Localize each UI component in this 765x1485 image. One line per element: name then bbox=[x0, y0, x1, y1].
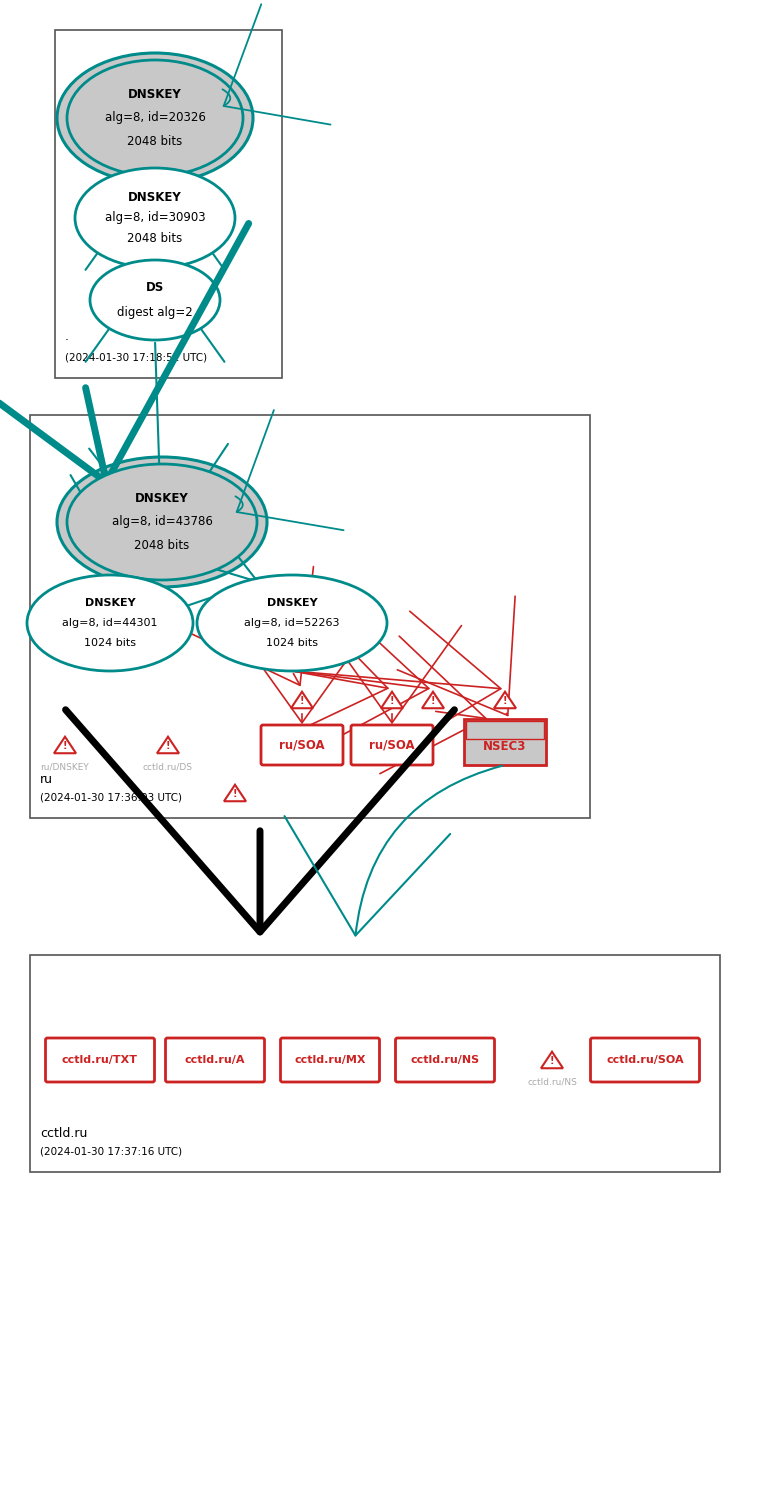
Text: cctld.ru/SOA: cctld.ru/SOA bbox=[606, 1054, 684, 1065]
Text: 1024 bits: 1024 bits bbox=[266, 637, 318, 647]
Text: alg=8, id=20326: alg=8, id=20326 bbox=[105, 111, 206, 125]
Text: (2024-01-30 17:37:16 UTC): (2024-01-30 17:37:16 UTC) bbox=[40, 1146, 182, 1155]
Ellipse shape bbox=[67, 463, 257, 581]
FancyBboxPatch shape bbox=[591, 1038, 699, 1083]
Text: digest alg=2: digest alg=2 bbox=[117, 306, 193, 319]
Text: ru: ru bbox=[40, 774, 53, 786]
Text: cctld.ru/MX: cctld.ru/MX bbox=[295, 1054, 366, 1065]
Text: DS: DS bbox=[146, 281, 164, 294]
Polygon shape bbox=[381, 692, 403, 708]
Text: 2048 bits: 2048 bits bbox=[135, 539, 190, 552]
Text: cctld.ru/DS: cctld.ru/DS bbox=[143, 762, 193, 772]
Text: alg=8, id=44301: alg=8, id=44301 bbox=[62, 618, 158, 628]
Text: DNSKEY: DNSKEY bbox=[267, 598, 317, 609]
Polygon shape bbox=[494, 692, 516, 708]
Text: !: ! bbox=[166, 741, 171, 750]
Polygon shape bbox=[541, 1051, 563, 1068]
Text: ru/SOA: ru/SOA bbox=[279, 738, 325, 751]
Text: alg=8, id=52263: alg=8, id=52263 bbox=[244, 618, 340, 628]
Text: cctld.ru/A: cctld.ru/A bbox=[185, 1054, 246, 1065]
Text: DNSKEY: DNSKEY bbox=[135, 492, 189, 505]
Text: alg=8, id=30903: alg=8, id=30903 bbox=[105, 211, 205, 224]
Text: !: ! bbox=[300, 695, 304, 705]
Text: alg=8, id=43786: alg=8, id=43786 bbox=[112, 515, 213, 529]
Polygon shape bbox=[157, 737, 179, 753]
Text: cctld.ru: cctld.ru bbox=[40, 1127, 87, 1140]
Text: !: ! bbox=[550, 1056, 555, 1066]
Text: !: ! bbox=[431, 695, 435, 705]
Text: cctld.ru/TXT: cctld.ru/TXT bbox=[62, 1054, 138, 1065]
Text: DNSKEY: DNSKEY bbox=[128, 192, 182, 203]
Ellipse shape bbox=[57, 457, 267, 587]
Bar bbox=[30, 414, 590, 818]
Bar bbox=[30, 955, 720, 1172]
FancyBboxPatch shape bbox=[261, 725, 343, 765]
Polygon shape bbox=[291, 692, 313, 708]
FancyBboxPatch shape bbox=[466, 722, 544, 740]
FancyBboxPatch shape bbox=[351, 725, 433, 765]
FancyBboxPatch shape bbox=[281, 1038, 379, 1083]
Text: cctld.ru/NS: cctld.ru/NS bbox=[527, 1078, 577, 1087]
Ellipse shape bbox=[75, 168, 235, 267]
Text: ru/DNSKEY: ru/DNSKEY bbox=[41, 762, 90, 772]
Polygon shape bbox=[54, 737, 76, 753]
Text: ru/SOA: ru/SOA bbox=[369, 738, 415, 751]
Ellipse shape bbox=[67, 59, 243, 177]
Text: .: . bbox=[65, 330, 69, 343]
Text: DNSKEY: DNSKEY bbox=[85, 598, 135, 609]
FancyBboxPatch shape bbox=[165, 1038, 265, 1083]
Text: cctld.ru/NS: cctld.ru/NS bbox=[411, 1054, 480, 1065]
Text: 2048 bits: 2048 bits bbox=[128, 232, 183, 245]
Text: !: ! bbox=[503, 695, 507, 705]
Text: 2048 bits: 2048 bits bbox=[128, 135, 183, 148]
FancyBboxPatch shape bbox=[45, 1038, 155, 1083]
Text: !: ! bbox=[389, 695, 394, 705]
Text: DNSKEY: DNSKEY bbox=[128, 88, 182, 101]
Bar bbox=[55, 30, 282, 379]
Ellipse shape bbox=[90, 260, 220, 340]
Polygon shape bbox=[422, 692, 444, 708]
Text: !: ! bbox=[63, 741, 67, 750]
Ellipse shape bbox=[27, 575, 193, 671]
Text: !: ! bbox=[233, 789, 237, 799]
Text: NSEC3: NSEC3 bbox=[483, 741, 526, 753]
Ellipse shape bbox=[197, 575, 387, 671]
Text: (2024-01-30 17:18:52 UTC): (2024-01-30 17:18:52 UTC) bbox=[65, 352, 207, 362]
Ellipse shape bbox=[57, 53, 253, 183]
Polygon shape bbox=[224, 784, 246, 802]
Text: 1024 bits: 1024 bits bbox=[84, 637, 136, 647]
FancyBboxPatch shape bbox=[396, 1038, 494, 1083]
Text: (2024-01-30 17:36:03 UTC): (2024-01-30 17:36:03 UTC) bbox=[40, 792, 182, 802]
FancyBboxPatch shape bbox=[464, 719, 546, 765]
